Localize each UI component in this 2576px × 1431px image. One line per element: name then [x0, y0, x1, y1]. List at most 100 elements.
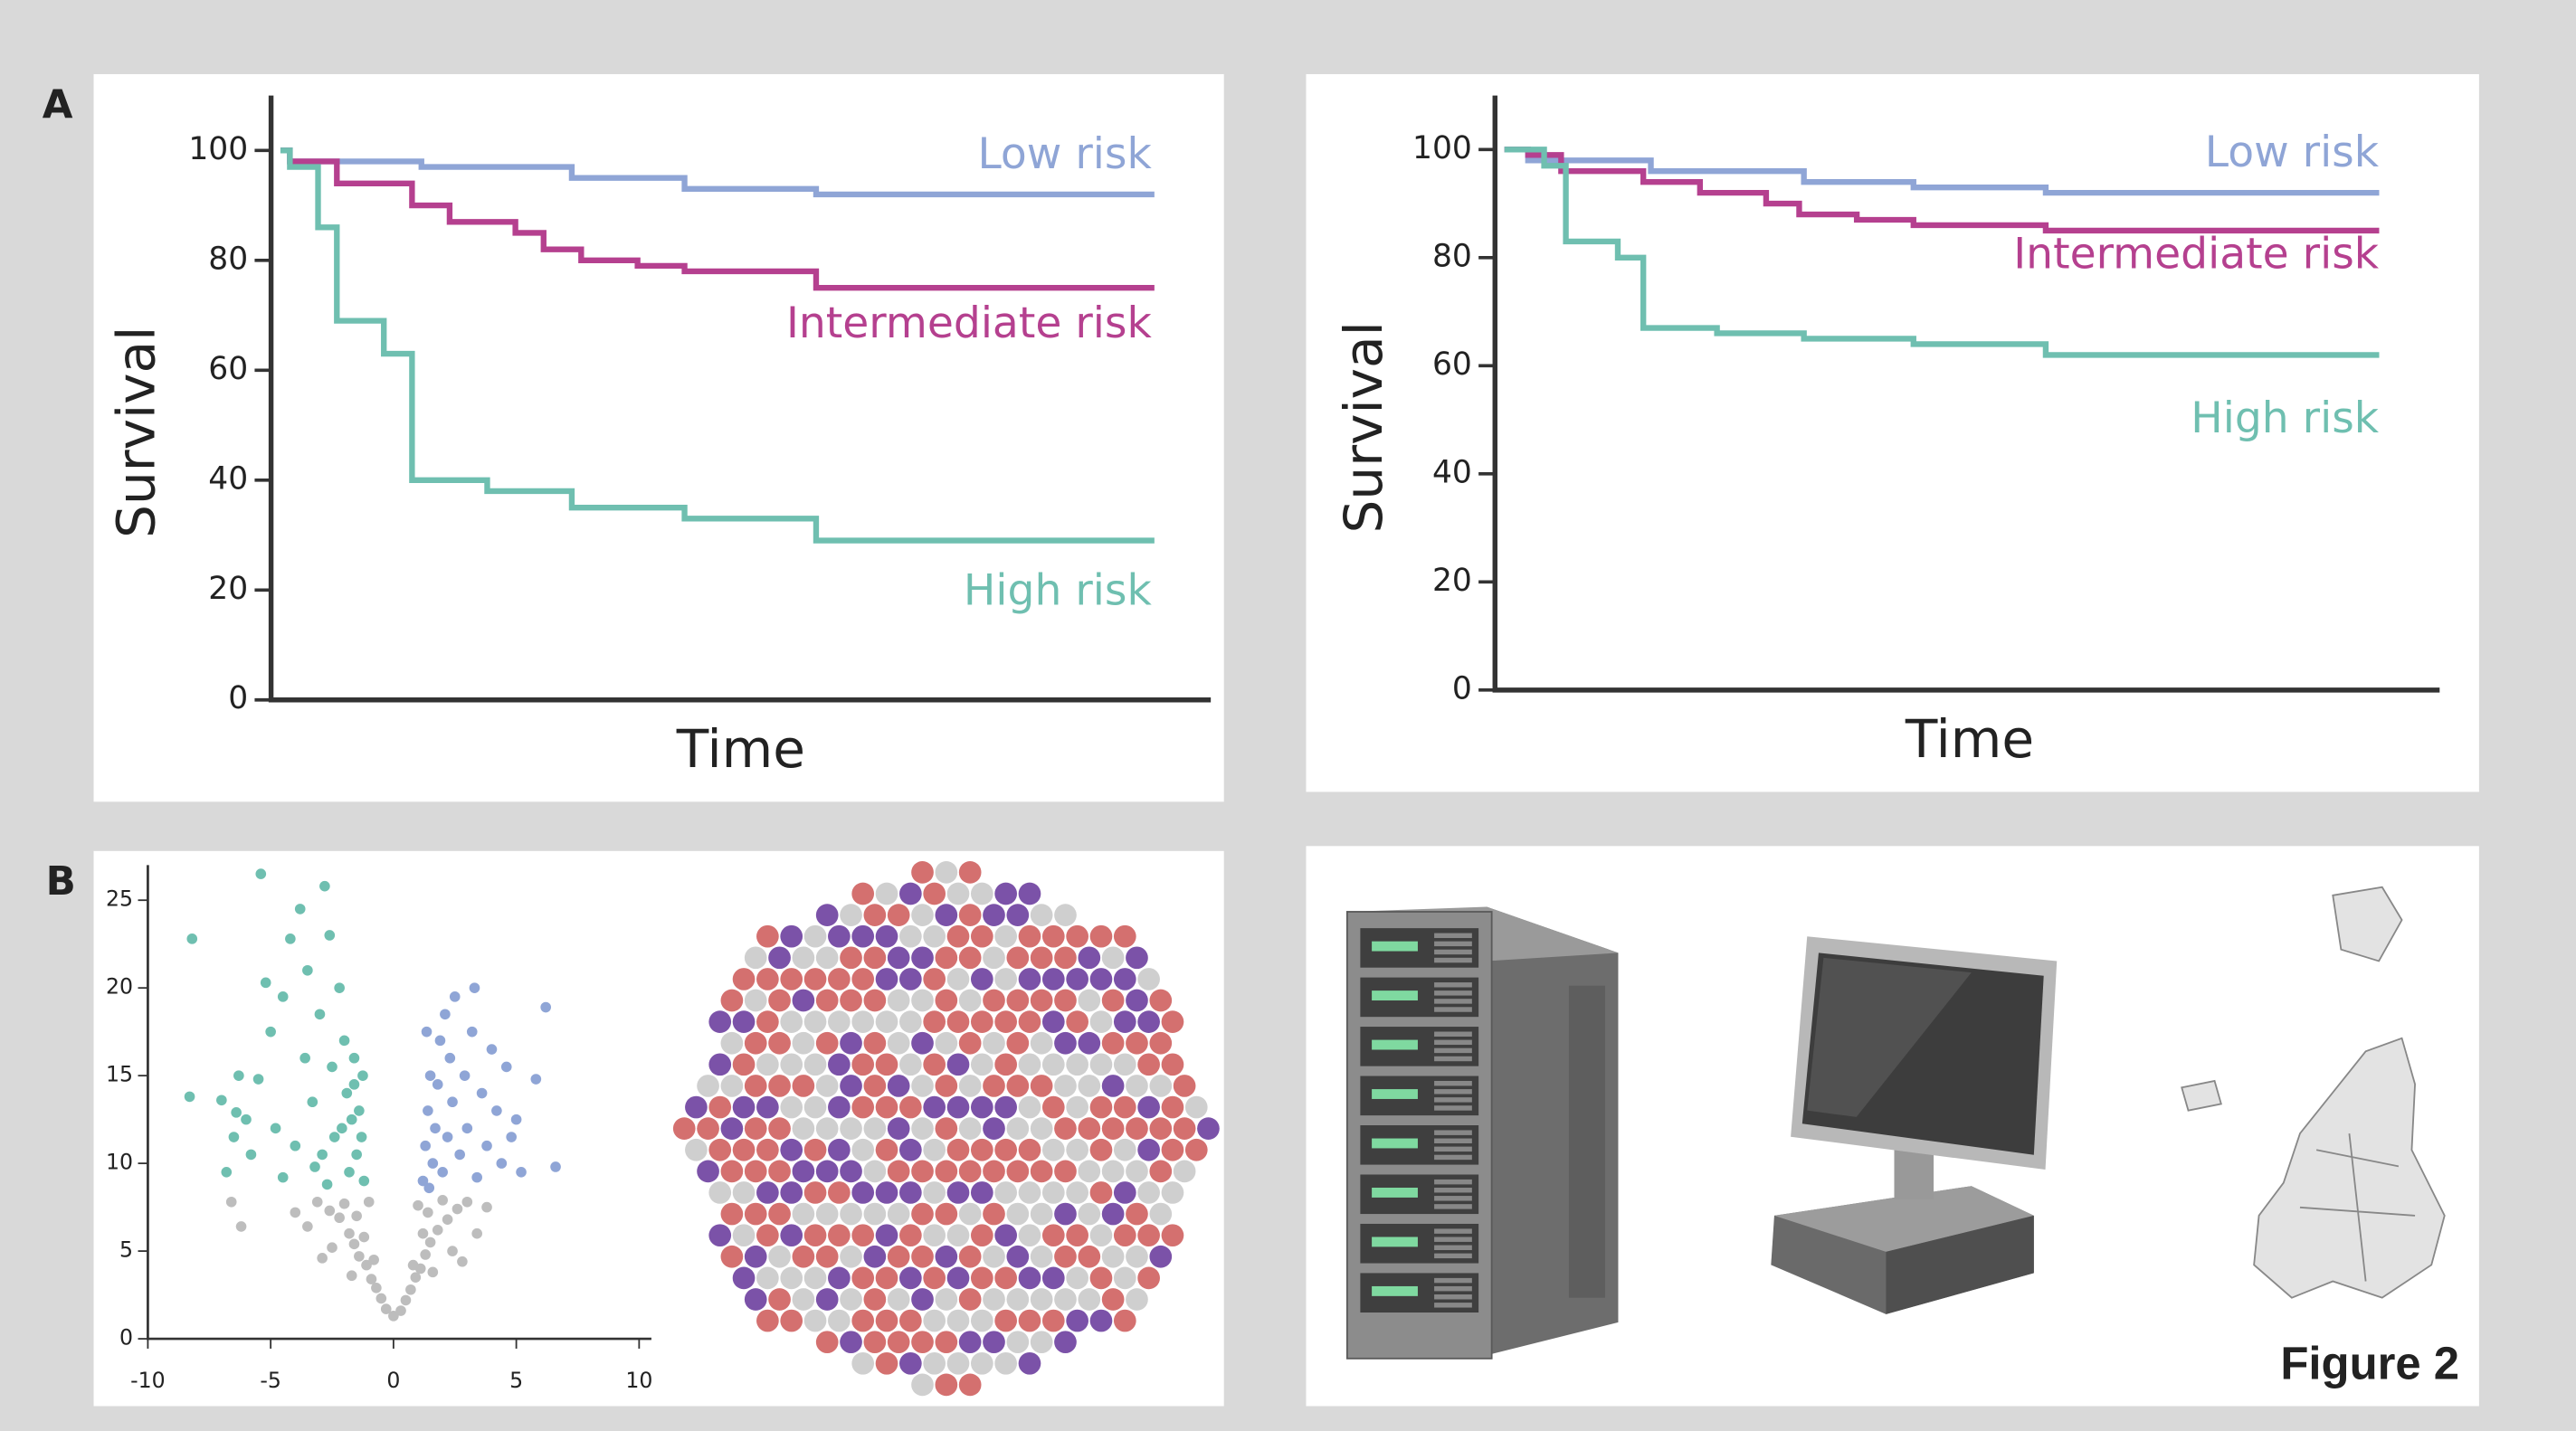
dot — [970, 924, 993, 948]
dot — [1054, 1288, 1077, 1311]
dot — [923, 1351, 946, 1375]
dot — [994, 1010, 1018, 1033]
dot — [1041, 924, 1065, 948]
dot — [1101, 1031, 1125, 1055]
dot — [1197, 1117, 1220, 1140]
dot — [803, 1266, 827, 1290]
dot — [1054, 1160, 1077, 1183]
y-tick-label: 20 — [106, 974, 133, 1000]
dot — [875, 1010, 898, 1033]
drive-slot — [1434, 1245, 1472, 1251]
dot — [1006, 1075, 1030, 1097]
dot — [792, 1031, 815, 1055]
dot — [1089, 1095, 1113, 1119]
point — [427, 1266, 439, 1278]
point — [184, 1091, 195, 1103]
dot — [970, 1138, 993, 1161]
dot — [851, 968, 875, 990]
dot — [1126, 1202, 1148, 1226]
point — [324, 930, 336, 941]
x-tick-label: 0 — [386, 1368, 400, 1393]
point — [290, 1140, 301, 1151]
y-tick-label: 25 — [106, 886, 133, 912]
point — [423, 1182, 435, 1194]
dot — [792, 1202, 815, 1226]
dot — [1041, 1224, 1065, 1247]
dot — [887, 1331, 910, 1354]
dot — [1184, 1095, 1208, 1119]
dot — [840, 1288, 862, 1311]
dot — [744, 1202, 767, 1226]
dot — [815, 1202, 839, 1226]
dot — [1126, 1075, 1148, 1097]
point — [506, 1132, 517, 1142]
point — [277, 991, 289, 1002]
dot — [946, 1309, 970, 1332]
dot — [911, 989, 934, 1012]
drive-slot — [1434, 1097, 1472, 1103]
dot — [898, 1351, 922, 1375]
dot — [1066, 1181, 1088, 1204]
point — [410, 1272, 422, 1283]
drive-slot — [1434, 1130, 1472, 1135]
dot — [958, 1373, 982, 1397]
dot — [815, 1031, 839, 1055]
dot-grid — [672, 861, 1220, 1397]
drive-slot — [1434, 941, 1472, 947]
drive-slot — [1434, 1031, 1472, 1037]
dot — [744, 989, 767, 1012]
dot — [768, 1245, 791, 1268]
drive-slot — [1434, 1188, 1472, 1193]
dot — [1018, 1095, 1041, 1119]
dot — [768, 1117, 791, 1140]
dot — [815, 904, 839, 926]
dot — [1089, 1266, 1113, 1290]
dot — [708, 1138, 732, 1161]
point — [423, 1105, 433, 1116]
map-icon — [2181, 886, 2446, 1299]
drive-slot — [1434, 1138, 1472, 1143]
dot — [994, 1266, 1018, 1290]
dot — [1149, 1202, 1173, 1226]
dot — [1054, 1031, 1077, 1055]
dot — [1137, 1053, 1160, 1076]
dot — [768, 1202, 791, 1226]
dot — [958, 1331, 982, 1354]
dot — [994, 1309, 1018, 1332]
point — [354, 1251, 365, 1262]
dot — [780, 1181, 803, 1204]
dot — [970, 1266, 993, 1290]
dot — [815, 946, 839, 970]
dot — [851, 1224, 875, 1247]
dot — [1018, 1309, 1041, 1332]
dot — [983, 1160, 1005, 1183]
dot — [935, 1245, 958, 1268]
dot — [1066, 1266, 1088, 1290]
point — [321, 1179, 333, 1190]
dot — [840, 1202, 862, 1226]
dot — [840, 1331, 862, 1354]
point — [481, 1201, 492, 1213]
drive-slot — [1434, 957, 1472, 963]
point — [338, 1035, 350, 1047]
dot — [898, 1138, 922, 1161]
dot — [1018, 968, 1041, 990]
dot — [887, 1075, 910, 1097]
dot — [1149, 1031, 1173, 1055]
point — [466, 1026, 478, 1038]
dot — [887, 1202, 910, 1226]
computer-icon — [1771, 936, 2058, 1314]
dot — [1126, 1288, 1148, 1311]
dot — [983, 1331, 1005, 1354]
dot — [672, 1117, 696, 1140]
dot — [1054, 904, 1077, 926]
dot — [911, 946, 934, 970]
dot — [732, 968, 756, 990]
dot — [1054, 1331, 1077, 1354]
dot — [946, 1010, 970, 1033]
dot — [983, 1031, 1005, 1055]
dot — [983, 1075, 1005, 1097]
drive-slot — [1434, 1196, 1472, 1201]
dot — [958, 946, 982, 970]
dot — [1089, 1053, 1113, 1076]
